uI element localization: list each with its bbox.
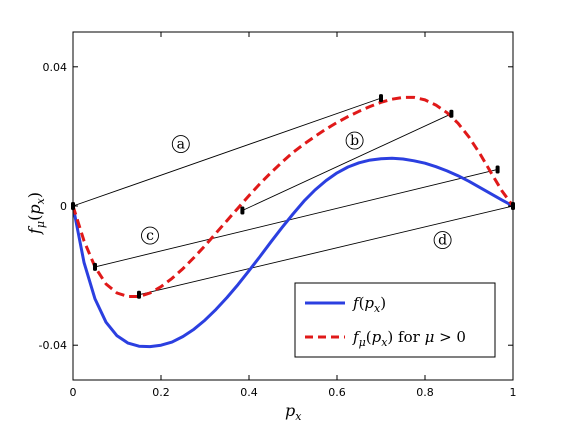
legend: f(px) fμ(px) for μ > 0 [294,282,496,358]
x-tick-label: 0.6 [328,386,346,399]
x-tick-label: 0.2 [152,386,170,399]
plot-area: a b c d [71,94,515,349]
x-tick-label: 1 [510,386,517,399]
chord-label-circle-a [171,135,190,154]
chord-label-circle-c [141,226,159,245]
chord-c [94,169,498,268]
y-tick-label: 0 [60,200,67,213]
chord-label-b: b [350,133,359,149]
ticks: 0 0.2 0.4 0.6 0.8 1 -0.04 0 0.04 [39,32,517,399]
chord-label-d: d [438,233,447,249]
x-axis-label: px [285,401,302,423]
chord-label-circle-b [345,131,364,150]
legend-label-fmu: fμ(px) for μ > 0 [352,328,466,349]
chord-b-endpoint-1 [449,109,454,118]
y-axis-label: fμ(px) [25,192,47,235]
legend-box [294,282,496,358]
chord-label-circle-d [433,231,452,250]
y-tick-label: -0.04 [39,339,67,352]
series-line-0 [71,156,514,349]
chord-d-endpoint-0 [137,290,141,299]
chord-a [72,97,382,207]
chord-label-c: c [146,228,154,244]
x-tick-label: 0.4 [240,386,258,399]
x-tick-label: 0.8 [416,386,434,399]
chord-d [138,205,514,296]
chord-label-a: a [177,137,185,153]
legend-label-f: f(px) [352,294,386,315]
x-tick-label: 0 [70,386,77,399]
chord-b [242,113,452,211]
series-line-1 [71,95,515,298]
chord-b-endpoint-0 [240,206,245,215]
chord-c-endpoint-1 [495,165,500,174]
chord-c-endpoint-0 [93,262,97,271]
chord-a-endpoint-1 [379,94,383,103]
y-tick-label: 0.04 [43,61,68,74]
